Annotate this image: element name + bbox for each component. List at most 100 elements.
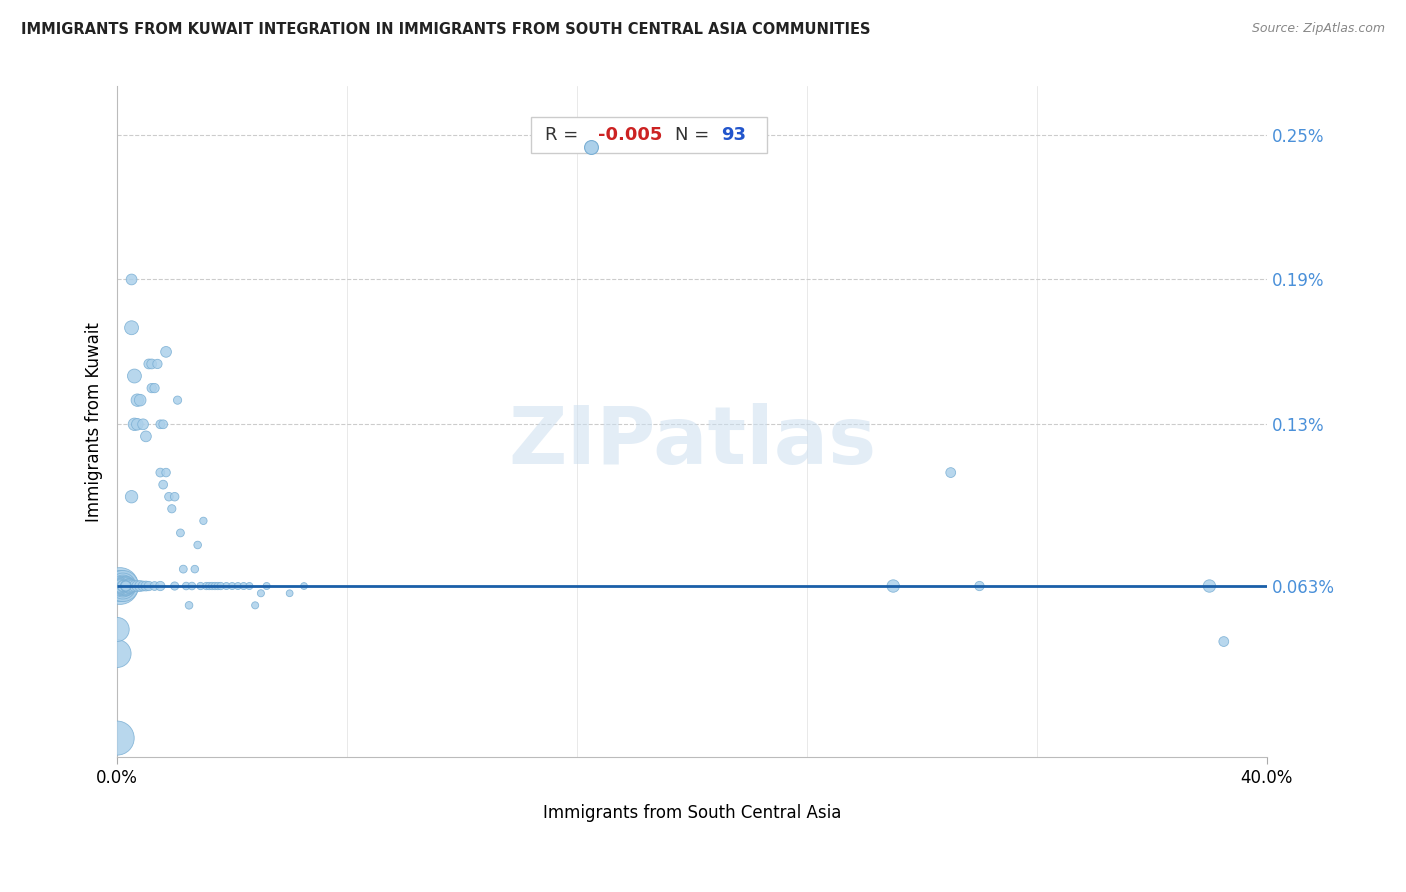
Point (193, 514, 215, 528)
Point (581, 139, 603, 153)
Point (226, 579, 249, 593)
Point (207, 579, 229, 593)
Point (118, 579, 141, 593)
Point (172, 562, 194, 576)
Point (132, 417, 155, 432)
Text: IMMIGRANTS FROM KUWAIT INTEGRATION IN IMMIGRANTS FROM SOUTH CENTRAL ASIA COMMUNI: IMMIGRANTS FROM KUWAIT INTEGRATION IN IM… (21, 22, 870, 37)
Point (121, 490, 143, 504)
Point (114, 579, 136, 593)
Point (238, 579, 260, 593)
Point (149, 417, 172, 432)
X-axis label: Immigrants from South Central Asia: Immigrants from South Central Asia (543, 805, 841, 822)
Point (256, 579, 278, 593)
Point (124, 579, 146, 593)
Point (141, 381, 163, 395)
Point (163, 579, 186, 593)
Point (114, 579, 136, 593)
Point (190, 579, 212, 593)
Point (127, 393, 149, 408)
Text: Source: ZipAtlas.com: Source: ZipAtlas.com (1251, 22, 1385, 36)
Point (195, 579, 218, 593)
Point (177, 599, 200, 613)
Point (209, 579, 232, 593)
Point (174, 579, 197, 593)
Point (114, 579, 136, 593)
Point (111, 579, 134, 593)
Text: 93: 93 (721, 126, 745, 144)
Point (118, 579, 141, 593)
Point (138, 579, 160, 593)
Point (204, 579, 226, 593)
Point (105, 647, 128, 661)
Point (108, 579, 131, 593)
Point (127, 579, 149, 593)
Point (105, 623, 128, 637)
Point (118, 579, 141, 593)
Point (111, 579, 134, 593)
Point (121, 272, 143, 286)
Point (114, 579, 136, 593)
Point (146, 357, 169, 371)
Point (108, 579, 131, 593)
Point (181, 579, 204, 593)
Point (292, 579, 315, 593)
Point (149, 466, 172, 480)
Y-axis label: Immigrants from Kuwait: Immigrants from Kuwait (86, 322, 103, 522)
Point (157, 490, 180, 504)
Point (127, 417, 149, 432)
Point (152, 417, 174, 432)
Point (169, 525, 191, 540)
Point (121, 579, 143, 593)
Point (166, 393, 188, 408)
Point (108, 579, 131, 593)
Point (129, 579, 152, 593)
Point (114, 579, 136, 593)
Point (108, 579, 131, 593)
Point (250, 586, 273, 600)
Text: N =: N = (675, 126, 714, 144)
Point (143, 381, 166, 395)
Point (121, 320, 143, 334)
Point (163, 490, 186, 504)
Point (124, 417, 146, 432)
Text: -0.005: -0.005 (598, 126, 662, 144)
Point (882, 579, 904, 593)
Point (198, 579, 221, 593)
Point (138, 357, 160, 371)
Point (278, 586, 301, 600)
Point (215, 579, 238, 593)
Point (105, 731, 128, 745)
Point (939, 466, 962, 480)
Point (108, 579, 131, 593)
Point (160, 501, 183, 516)
Point (114, 579, 136, 593)
Point (132, 579, 155, 593)
Point (184, 562, 207, 576)
Point (105, 579, 128, 593)
Point (135, 579, 157, 593)
Point (187, 538, 209, 552)
Point (111, 579, 134, 593)
FancyBboxPatch shape (531, 117, 766, 153)
Point (124, 369, 146, 384)
Point (141, 357, 163, 371)
Point (232, 579, 254, 593)
Point (108, 579, 131, 593)
Point (1198, 579, 1220, 593)
Point (111, 579, 134, 593)
Point (111, 579, 134, 593)
Text: ZIPatlas: ZIPatlas (508, 403, 876, 481)
Point (149, 579, 172, 593)
Text: R =: R = (546, 126, 583, 144)
Point (201, 579, 224, 593)
Point (155, 344, 177, 359)
Point (1212, 634, 1234, 648)
Point (111, 579, 134, 593)
Point (152, 477, 174, 491)
Point (135, 429, 157, 443)
Point (969, 579, 991, 593)
Point (129, 393, 152, 408)
Point (143, 579, 166, 593)
Point (108, 579, 131, 593)
Point (221, 579, 243, 593)
